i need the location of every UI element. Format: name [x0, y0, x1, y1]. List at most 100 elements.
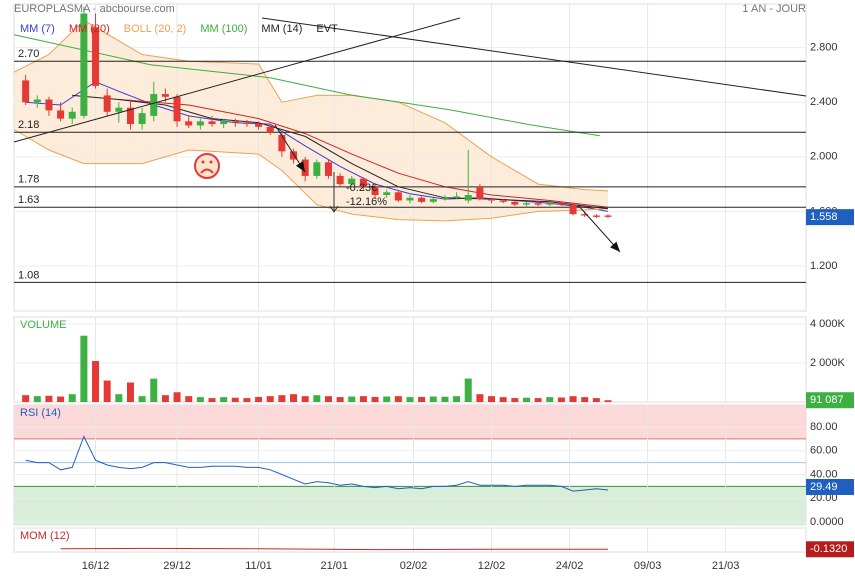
last-value-box: [806, 392, 854, 409]
trend-line: [13, 17, 461, 143]
y-tick-label: 2 000K: [810, 357, 846, 369]
volume-bar: [220, 397, 228, 402]
volume-bar: [278, 395, 286, 402]
volume-bar: [383, 396, 391, 402]
bollinger-band: [14, 20, 608, 221]
volume-bar: [324, 396, 332, 402]
candle-body: [429, 199, 437, 202]
y-tick-label: 80.00: [810, 421, 838, 433]
volume-bar: [336, 397, 344, 402]
y-tick-label: 0.0000: [810, 516, 844, 528]
last-value-label: 1.558: [810, 211, 838, 223]
volume-bar: [441, 396, 449, 402]
volume-bar: [406, 397, 414, 402]
moving-average: [13, 34, 600, 137]
panel-title: RSI (14): [20, 407, 61, 419]
candle-body: [534, 203, 542, 205]
level-label: 2.70: [18, 48, 39, 60]
marks-layer: [13, 6, 806, 551]
volume-bar: [266, 396, 274, 402]
x-tick-label: 24/02: [556, 560, 584, 572]
candle-body: [161, 94, 169, 97]
rsi-zone: [14, 405, 806, 439]
volume-bar: [196, 397, 204, 402]
background-layer: [13, 3, 807, 553]
legend-entry: BOLL (20, 2): [124, 23, 187, 35]
candle-body: [80, 13, 88, 116]
volume-bar: [476, 394, 484, 402]
legend-entry: MM (20): [69, 23, 110, 35]
level-label: 1.08: [18, 269, 39, 281]
candle-body: [92, 27, 100, 86]
candle-body: [68, 111, 76, 119]
candle-body: [185, 121, 193, 126]
candle-body: [290, 151, 298, 160]
volume-bar: [150, 378, 158, 402]
volume-bar: [429, 396, 437, 402]
volume-bar: [243, 398, 251, 402]
y-tick-label: 20.00: [810, 492, 838, 504]
trend-line: [261, 17, 807, 97]
candle-body: [359, 178, 367, 187]
volume-bar: [231, 397, 239, 402]
x-tick-label: 12/02: [478, 560, 506, 572]
candle-body: [546, 203, 554, 205]
candle-body: [220, 121, 228, 125]
legend-entry: MM (7): [20, 23, 55, 35]
label-layer: 1.2001.6002.0002.4002.8002.702.181.781.6…: [13, 17, 854, 572]
level-label: 1.78: [18, 174, 39, 186]
volume-bar: [57, 396, 65, 402]
panel-frame: [13, 3, 807, 312]
candle-body: [569, 204, 577, 215]
measure-tick: [329, 205, 339, 213]
y-tick-label: 1.200: [810, 260, 838, 272]
volume-bar: [290, 394, 298, 402]
candle-body: [231, 121, 239, 123]
volume-bar: [255, 396, 263, 402]
candle-body: [604, 215, 612, 217]
last-value-box: [806, 209, 854, 226]
candle-body: [33, 99, 41, 103]
last-value-label: 91 087: [810, 394, 844, 406]
candle-body: [383, 192, 391, 196]
candle-body: [243, 122, 251, 125]
indicator-line: [60, 547, 609, 551]
bollinger-lower: [13, 129, 609, 222]
candle-body: [115, 107, 123, 112]
volume-bar: [546, 397, 554, 402]
candle-body: [336, 175, 344, 185]
volume-bar: [161, 395, 169, 402]
volume-bar: [464, 378, 472, 402]
x-tick-label: 11/01: [245, 560, 272, 572]
y-tick-label: 2.000: [810, 151, 838, 163]
volume-bar: [348, 396, 356, 402]
volume-bar: [534, 398, 542, 402]
volume-bar: [511, 398, 519, 402]
y-tick-label: 40.00: [810, 468, 838, 480]
candle-body: [126, 107, 134, 125]
candle-body: [394, 192, 402, 201]
volume-bar: [68, 394, 76, 402]
candle-body: [208, 121, 216, 125]
volume-bar: [208, 398, 216, 402]
moving-average: [72, 94, 609, 210]
sad-mouth: [200, 168, 214, 174]
last-value-label: 29.49: [810, 481, 838, 493]
level-label: 1.63: [18, 194, 39, 206]
volume-bar: [418, 396, 426, 402]
candle-body: [324, 162, 332, 176]
candle-body: [22, 80, 30, 103]
volume-bar: [569, 396, 577, 402]
arrow-head: [610, 241, 620, 252]
candle-body: [464, 195, 472, 201]
sad-eye: [201, 160, 205, 164]
x-tick-label: 21/03: [712, 560, 740, 572]
volume-bar: [592, 398, 600, 402]
candle-body: [138, 113, 146, 125]
candle-body: [499, 200, 507, 202]
volume-bar: [557, 397, 565, 402]
moving-average: [118, 99, 609, 208]
volume-bar: [453, 396, 461, 402]
